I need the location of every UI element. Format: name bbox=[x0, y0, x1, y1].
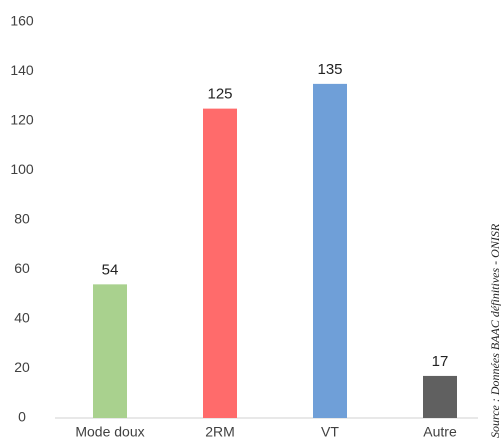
y-tick-label: 160 bbox=[10, 13, 34, 29]
bar bbox=[313, 83, 347, 418]
x-tick-label: 2RM bbox=[205, 424, 235, 440]
x-tick-label: VT bbox=[321, 424, 339, 440]
y-tick-label: 0 bbox=[18, 409, 26, 425]
y-tick-label: 20 bbox=[14, 359, 30, 375]
y-tick-label: 100 bbox=[10, 161, 34, 177]
value-label: 17 bbox=[432, 353, 449, 370]
y-tick-label: 140 bbox=[10, 62, 34, 78]
bar bbox=[203, 108, 237, 418]
bar bbox=[93, 284, 127, 418]
bar bbox=[423, 375, 457, 418]
y-tick-label: 120 bbox=[10, 112, 34, 128]
y-tick-label: 60 bbox=[14, 260, 30, 276]
y-tick-label: 40 bbox=[14, 310, 30, 326]
value-label: 125 bbox=[207, 86, 232, 103]
y-tick-label: 80 bbox=[14, 211, 30, 227]
value-label: 135 bbox=[317, 61, 342, 78]
x-tick-label: Mode doux bbox=[75, 424, 144, 440]
value-label: 54 bbox=[102, 261, 119, 278]
x-tick-label: Autre bbox=[423, 424, 457, 440]
source-note: Source : Données BAAC définitives - ONIS… bbox=[488, 223, 501, 438]
